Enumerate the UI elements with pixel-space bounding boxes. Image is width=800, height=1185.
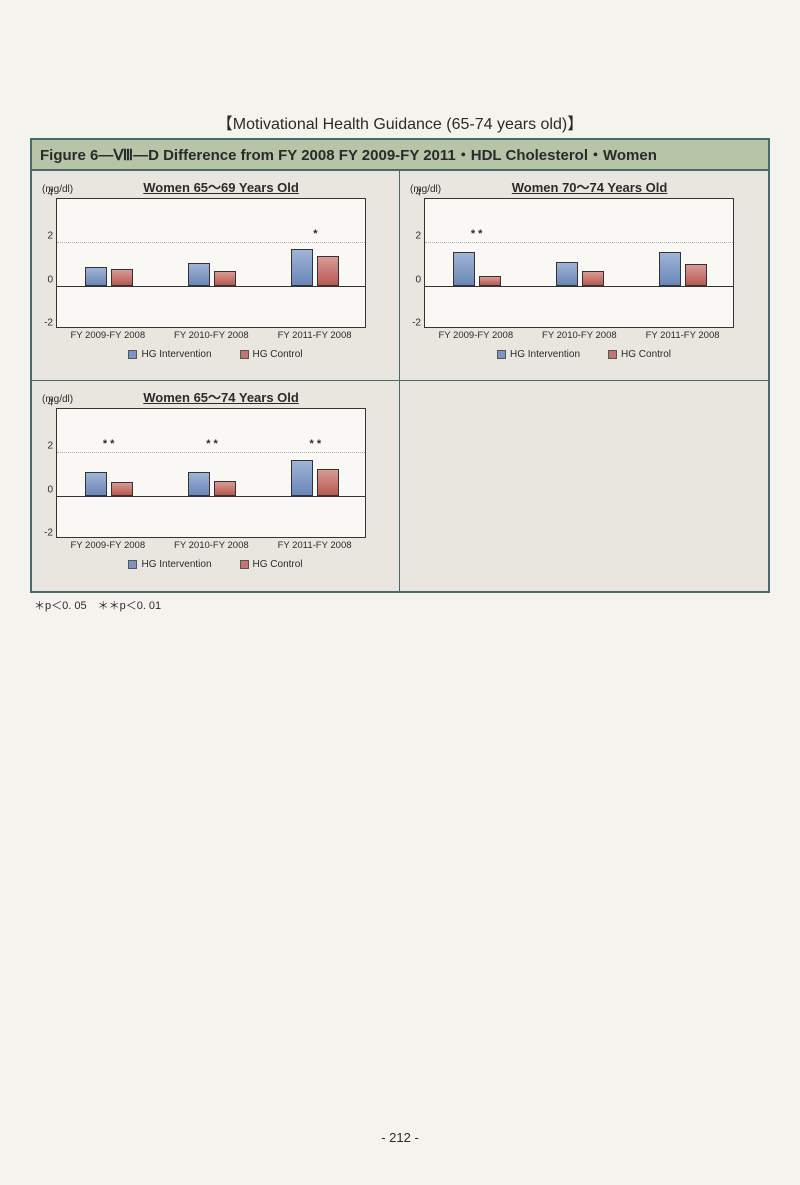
legend-swatch	[128, 350, 137, 359]
legend-swatch	[497, 350, 506, 359]
bar-control	[111, 482, 133, 496]
bar-control	[479, 276, 501, 286]
bar-intervention	[85, 472, 107, 496]
bar-intervention	[453, 252, 475, 286]
legend-swatch	[128, 560, 137, 569]
x-tick-label: FY 2009-FY 2008	[70, 540, 145, 551]
significance-footnote: ＊p＜0. 05 ＊＊p＜0. 01	[34, 597, 800, 613]
y-tick-label: -2	[412, 318, 421, 329]
figure-container: Figure 6—Ⅷ—D Difference from FY 2008 FY …	[30, 138, 770, 593]
legend-swatch	[608, 350, 617, 359]
legend-label: HG Intervention	[141, 349, 211, 360]
y-tick-label: 4	[47, 188, 53, 199]
x-tick-label: FY 2011-FY 2008	[278, 540, 352, 551]
legend: HG Intervention HG Control	[42, 559, 389, 570]
legend-swatch	[240, 350, 249, 359]
page-header: 【Motivational Health Guidance (65-74 yea…	[0, 110, 800, 134]
bar-control	[214, 271, 236, 286]
plot-area: -2024*	[56, 198, 366, 328]
legend-label: HG Intervention	[510, 349, 580, 360]
bar-intervention	[556, 262, 578, 286]
legend-item: HG Control	[240, 349, 303, 360]
x-tick-label: FY 2011-FY 2008	[278, 330, 352, 341]
page-number: - 212 -	[0, 1130, 800, 1145]
legend-item: HG Intervention	[128, 559, 211, 570]
bar-intervention	[188, 263, 210, 286]
y-tick-label: 2	[415, 231, 421, 242]
bar-control	[111, 269, 133, 285]
zero-line	[57, 286, 365, 287]
x-tick-label: FY 2009-FY 2008	[438, 330, 513, 341]
x-tick-label: FY 2010-FY 2008	[542, 330, 617, 341]
significance-marker: * *	[310, 438, 322, 450]
bar-intervention	[659, 252, 681, 286]
y-tick-label: 4	[415, 188, 421, 199]
reference-line	[57, 452, 365, 453]
significance-marker: * *	[103, 438, 115, 450]
significance-marker: * *	[206, 438, 218, 450]
y-tick-label: 0	[47, 484, 53, 495]
chart-title: Women 65～69 Years Old	[93, 177, 349, 196]
chart-title: Women 70～74 Years Old	[461, 177, 718, 196]
zero-line	[57, 496, 365, 497]
y-axis: -2024	[407, 193, 423, 333]
legend-swatch	[240, 560, 249, 569]
y-tick-label: 0	[415, 274, 421, 285]
y-tick-label: 4	[47, 398, 53, 409]
y-axis: -2024	[39, 193, 55, 333]
bar-intervention	[85, 267, 107, 285]
legend-label: HG Control	[621, 349, 671, 360]
legend-item: HG Intervention	[497, 349, 580, 360]
bar-intervention	[291, 249, 313, 286]
legend: HG Intervention HG Control	[42, 349, 389, 360]
x-tick-label: FY 2009-FY 2008	[70, 330, 145, 341]
x-tick-label: FY 2010-FY 2008	[174, 330, 249, 341]
reference-line	[57, 242, 365, 243]
x-axis-labels: FY 2009-FY 2008 FY 2010-FY 2008 FY 2011-FY…	[56, 540, 366, 551]
legend-label: HG Control	[253, 349, 303, 360]
figure-title: Figure 6—Ⅷ—D Difference from FY 2008 FY …	[32, 140, 768, 171]
bar-control	[685, 264, 707, 286]
plot-area: -2024* *	[424, 198, 734, 328]
y-tick-label: 0	[47, 274, 53, 285]
bar-control	[214, 481, 236, 496]
x-axis-labels: FY 2009-FY 2008 FY 2010-FY 2008 FY 2011-FY…	[424, 330, 734, 341]
x-tick-label: FY 2010-FY 2008	[174, 540, 249, 551]
bar-intervention	[291, 460, 313, 496]
y-tick-label: 2	[47, 231, 53, 242]
chart-panel: (mg/dl)Women 70～74 Years Old-2024* *FY 2…	[400, 171, 768, 381]
empty-panel	[400, 381, 768, 591]
significance-marker: *	[313, 228, 317, 240]
y-tick-label: 2	[47, 441, 53, 452]
bar-control	[317, 256, 339, 285]
reference-line	[425, 242, 733, 243]
legend-item: HG Control	[240, 559, 303, 570]
x-axis-labels: FY 2009-FY 2008 FY 2010-FY 2008 FY 2011-FY…	[56, 330, 366, 341]
chart-panel: (mg/dl)Women 65～69 Years Old-2024*FY 200…	[32, 171, 400, 381]
y-tick-label: -2	[44, 528, 53, 539]
significance-marker: * *	[471, 228, 483, 240]
y-tick-label: -2	[44, 318, 53, 329]
legend-label: HG Intervention	[141, 559, 211, 570]
bar-control	[582, 271, 604, 286]
legend-item: HG Control	[608, 349, 671, 360]
chart-title: Women 65～74 Years Old	[93, 387, 349, 406]
plot-area: -2024* ** ** *	[56, 408, 366, 538]
y-axis: -2024	[39, 403, 55, 543]
bar-control	[317, 469, 339, 496]
chart-panel: (mg/dl)Women 65～74 Years Old-2024* ** **…	[32, 381, 400, 591]
x-tick-label: FY 2011-FY 2008	[646, 330, 720, 341]
legend: HG Intervention HG Control	[410, 349, 758, 360]
legend-item: HG Intervention	[128, 349, 211, 360]
bar-intervention	[188, 472, 210, 496]
legend-label: HG Control	[253, 559, 303, 570]
zero-line	[425, 286, 733, 287]
